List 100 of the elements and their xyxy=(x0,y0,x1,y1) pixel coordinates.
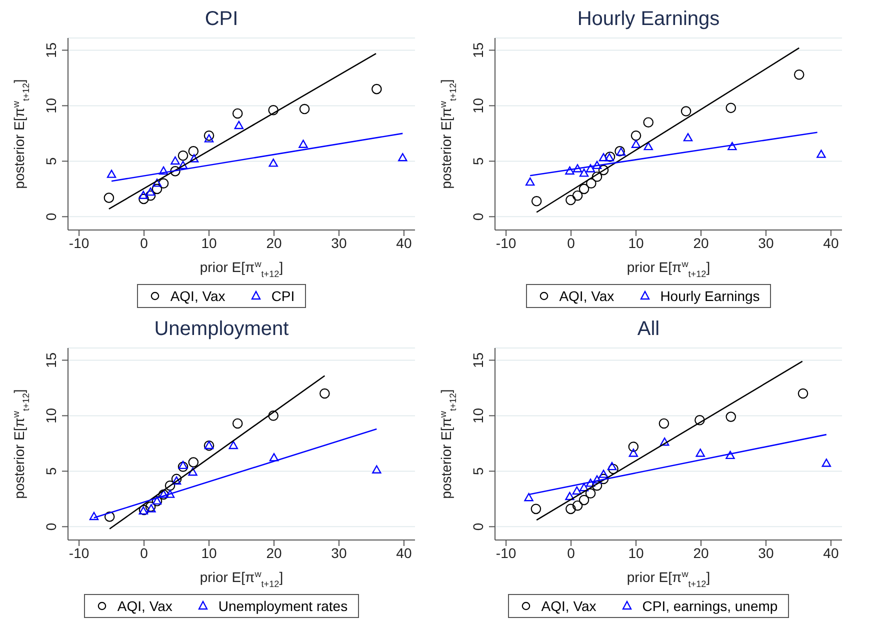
legend-label: AQI, Vax xyxy=(116,598,172,614)
legend-label: AQI, Vax xyxy=(169,288,226,304)
point xyxy=(298,140,308,148)
x-tick-label: -10 xyxy=(68,234,90,251)
point xyxy=(572,486,582,495)
point xyxy=(531,196,542,206)
x-axis-title: prior E[π$^{w}$$_{t+12}$] xyxy=(626,569,710,589)
x-tick-label: 30 xyxy=(758,544,774,561)
point xyxy=(525,177,535,186)
y-tick-label: 10 xyxy=(470,408,486,424)
point xyxy=(104,192,114,203)
point xyxy=(268,104,278,116)
y-tick-label: 5 xyxy=(43,157,59,166)
point xyxy=(598,474,609,484)
x-tick-label: 30 xyxy=(758,234,774,251)
x-axis-title: prior E[π$^{w}$$_{t+12}$] xyxy=(200,569,284,589)
point xyxy=(165,490,175,498)
x-tick-label: -10 xyxy=(496,234,516,251)
point xyxy=(592,480,602,491)
point xyxy=(628,442,639,452)
point xyxy=(530,504,542,514)
point xyxy=(178,460,188,470)
point xyxy=(578,184,590,194)
point xyxy=(728,142,737,150)
point xyxy=(683,133,693,142)
x-tick-label: 0 xyxy=(567,234,576,251)
point xyxy=(204,134,214,142)
point xyxy=(631,140,641,148)
point xyxy=(798,388,808,399)
point xyxy=(607,462,617,470)
point xyxy=(822,458,832,467)
point xyxy=(158,166,168,175)
x-tick-label: 20 xyxy=(266,234,282,251)
point xyxy=(726,450,735,460)
y-tick-label: 10 xyxy=(470,98,486,114)
x-tick-label: -10 xyxy=(496,544,516,561)
x-tick-label: 10 xyxy=(628,234,644,251)
point xyxy=(178,160,188,170)
point xyxy=(816,150,826,158)
point xyxy=(178,150,188,161)
point xyxy=(660,438,670,446)
x-tick-label: 10 xyxy=(201,544,218,561)
point xyxy=(320,388,330,399)
y-tick-label: 5 xyxy=(43,467,59,476)
point xyxy=(566,194,576,206)
x-tick-label: 0 xyxy=(140,544,148,561)
x-tick-label: 20 xyxy=(693,234,709,251)
x-tick-label: 40 xyxy=(823,234,839,251)
point xyxy=(643,117,654,128)
point xyxy=(188,146,199,156)
x-tick-label: 20 xyxy=(693,544,709,561)
x-tick-label: 10 xyxy=(201,234,218,251)
point xyxy=(630,130,642,141)
y-tick-label: 15 xyxy=(470,352,486,368)
point xyxy=(572,500,583,511)
point xyxy=(572,164,582,172)
point xyxy=(680,106,692,116)
legend-label: CPI, earnings, unemp xyxy=(641,598,778,614)
y-tick-label: 5 xyxy=(470,157,486,166)
point xyxy=(586,178,596,189)
point xyxy=(89,512,99,520)
y-tick-label: 0 xyxy=(43,522,59,531)
x-tick-label: 20 xyxy=(266,544,282,561)
point xyxy=(566,504,576,514)
point xyxy=(152,184,162,194)
point xyxy=(794,69,804,80)
point xyxy=(170,156,180,165)
legend-label: Hourly Earnings xyxy=(659,288,760,304)
point xyxy=(372,84,382,94)
point xyxy=(138,194,149,204)
chart-title: CPI xyxy=(204,8,240,32)
point xyxy=(608,464,618,474)
point xyxy=(644,142,653,150)
legend-label: Unemployment rates xyxy=(217,598,348,614)
point xyxy=(152,178,162,187)
point xyxy=(598,164,609,176)
point xyxy=(658,418,670,429)
point xyxy=(592,172,602,182)
x-tick-label: 30 xyxy=(331,544,347,561)
chart-title: Hourly Earnings xyxy=(576,8,721,32)
legend-label: AQI, Vax xyxy=(558,288,614,304)
point xyxy=(592,475,602,484)
y-tick-label: 15 xyxy=(43,352,59,368)
point xyxy=(586,478,596,487)
point xyxy=(579,168,589,177)
point xyxy=(172,476,182,485)
y-tick-label: 15 xyxy=(43,42,59,58)
x-axis-title: prior E[π$^{w}$$_{t+12}$] xyxy=(626,259,710,279)
y-tick-label: 0 xyxy=(470,522,486,531)
point xyxy=(104,512,115,522)
point xyxy=(592,160,602,170)
point xyxy=(188,468,198,476)
point xyxy=(524,493,534,502)
point xyxy=(268,410,278,421)
point xyxy=(586,164,596,172)
point xyxy=(565,166,574,175)
x-tick-label: 40 xyxy=(396,234,412,251)
x-tick-label: 40 xyxy=(823,544,839,561)
point xyxy=(694,414,705,426)
point xyxy=(106,170,116,178)
